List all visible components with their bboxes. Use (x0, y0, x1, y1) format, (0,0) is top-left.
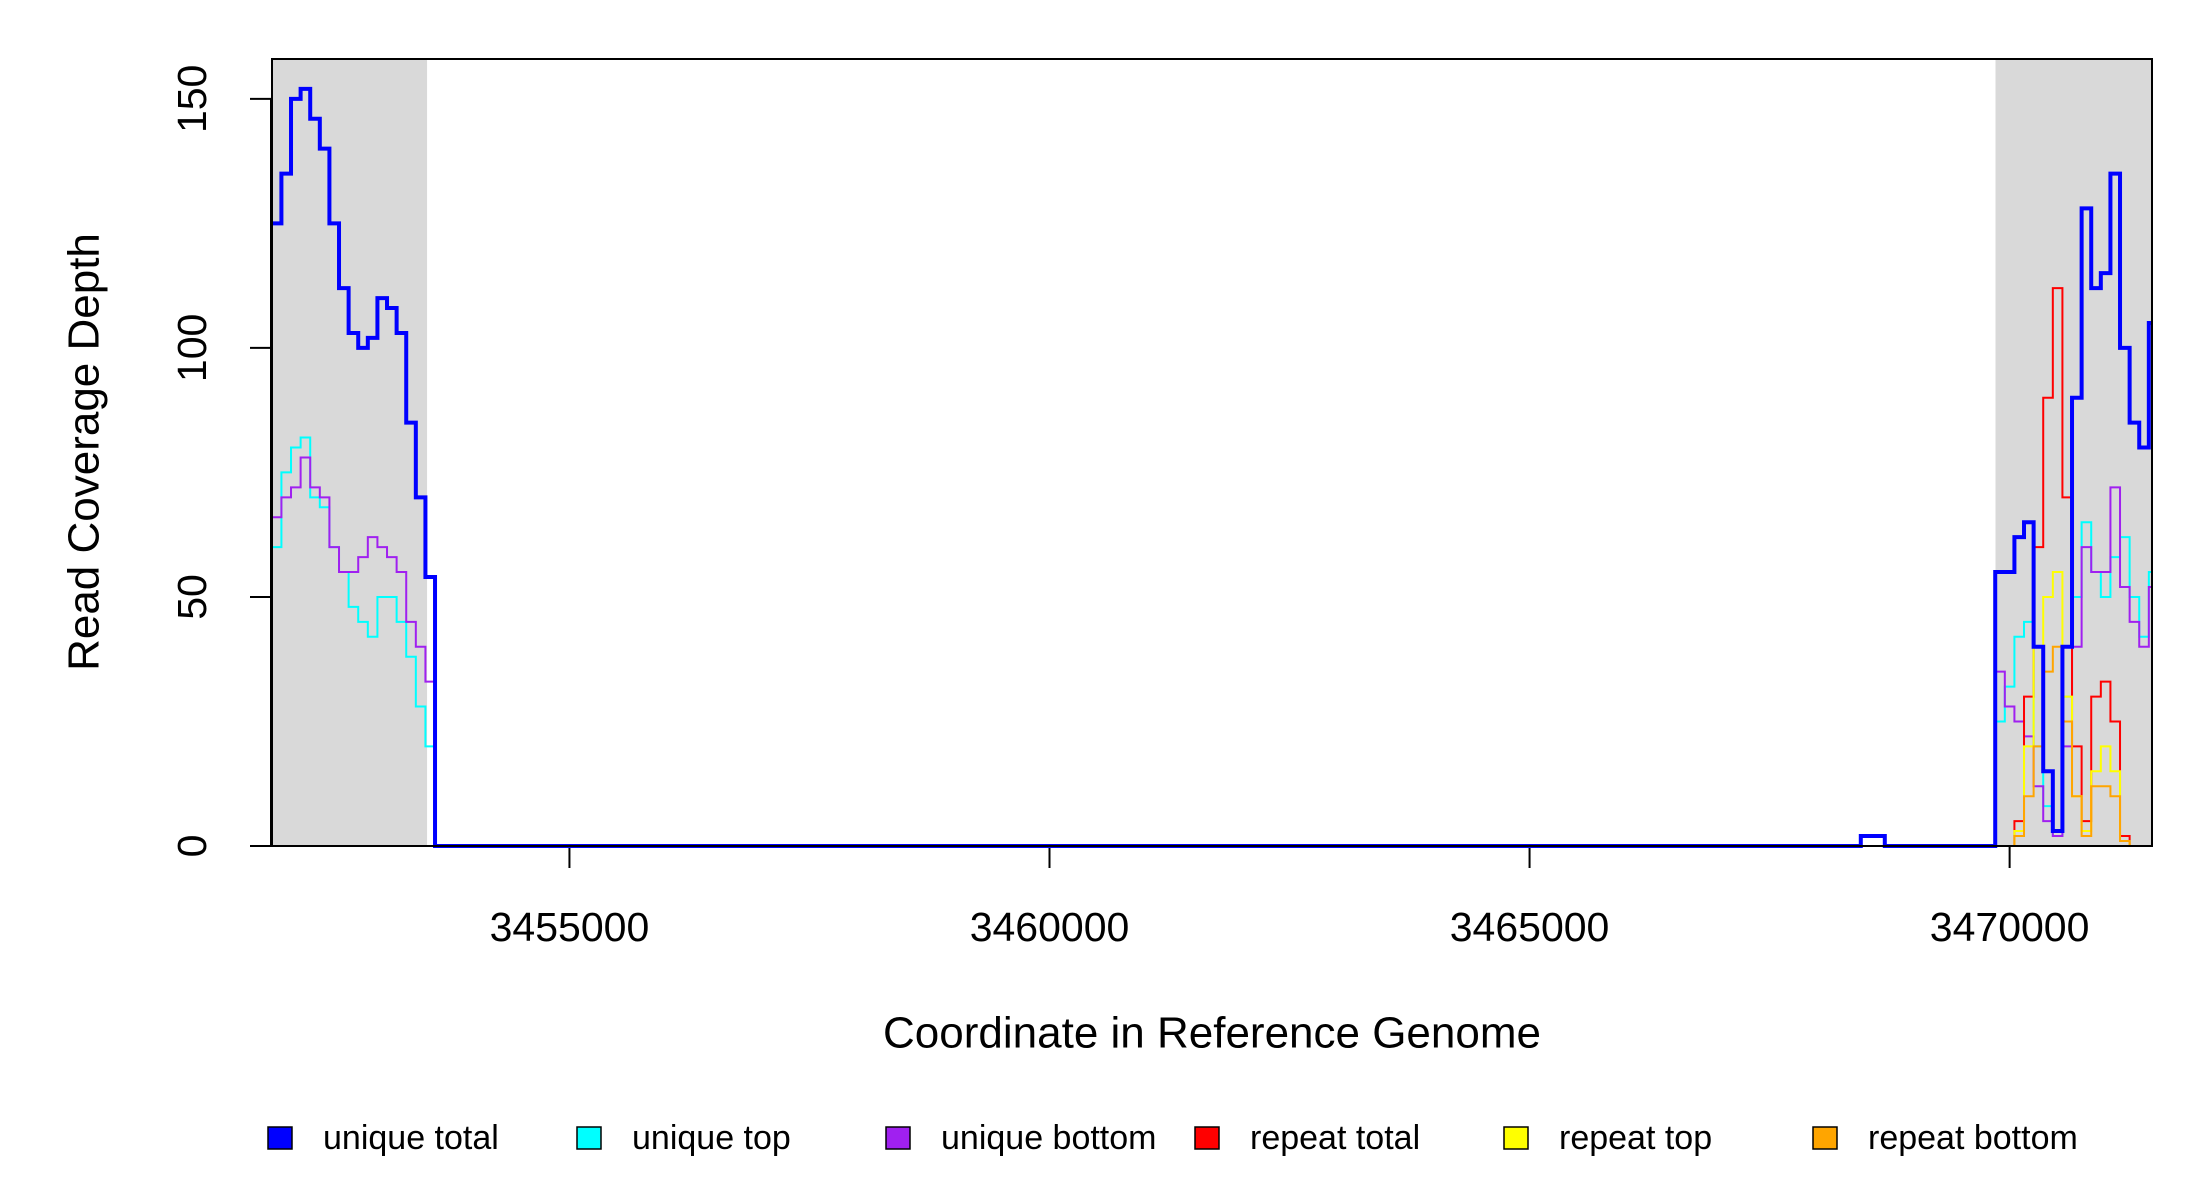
y-tick-label: 150 (169, 65, 215, 133)
legend-swatch (1503, 1126, 1529, 1150)
y-tick-label: 50 (169, 574, 215, 620)
legend-swatch (267, 1126, 293, 1150)
legend-swatch (1194, 1126, 1220, 1150)
series-line (271, 287, 2152, 847)
legend-swatch (1812, 1126, 1838, 1150)
x-tick-label: 3465000 (1450, 904, 1610, 950)
legend-label: unique top (632, 1119, 791, 1157)
plot-box (271, 58, 2153, 847)
legend-label: repeat top (1559, 1119, 1712, 1157)
legend-label: repeat total (1250, 1119, 1420, 1157)
x-tick-label: 3470000 (1930, 904, 2090, 950)
x-axis-title: Coordinate in Reference Genome (883, 1009, 1541, 1058)
series-line (271, 436, 2152, 847)
y-tick-label: 100 (169, 314, 215, 382)
y-tick-label: 0 (169, 835, 215, 858)
series-line (271, 571, 2152, 847)
legend-label: repeat bottom (1868, 1119, 2078, 1157)
series-line (271, 86, 2152, 848)
series-line (271, 645, 2152, 847)
series-line (271, 456, 2152, 847)
x-tick-label: 3460000 (970, 904, 1130, 950)
x-tick-label: 3455000 (490, 904, 650, 950)
legend-label: unique bottom (941, 1119, 1157, 1157)
legend-swatch (576, 1126, 602, 1150)
legend-label: unique total (323, 1119, 499, 1157)
shaded-region (272, 59, 428, 846)
legend-swatch (885, 1126, 911, 1150)
y-axis-title: Read Coverage Depth (60, 233, 109, 671)
